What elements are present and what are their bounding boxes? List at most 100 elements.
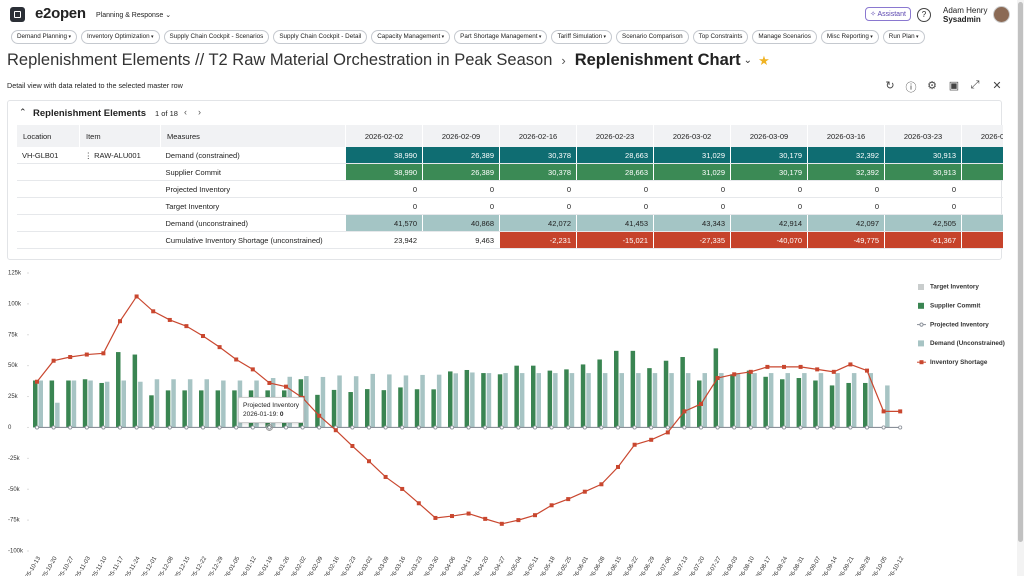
logo-icon — [10, 7, 25, 22]
bar — [165, 390, 171, 428]
bar — [586, 373, 591, 428]
legend-label[interactable]: Supplier Commit — [930, 302, 981, 309]
line-marker — [898, 425, 903, 430]
line-marker — [68, 355, 73, 360]
item-cell — [79, 231, 161, 249]
value-cell: 38,990 — [345, 163, 423, 181]
app-switcher[interactable]: Planning & Response — [96, 11, 171, 19]
value-cell: -61,367 — [884, 231, 962, 249]
table-row[interactable]: VH-GLB01 ⋮ RAW-ALU001 Demand (constrained)… — [17, 147, 1003, 164]
bar — [149, 395, 154, 428]
bar — [403, 375, 409, 428]
refresh-icon[interactable]: ↻ — [885, 80, 895, 92]
legend-label[interactable]: Demand (Unconstrained) — [930, 340, 1005, 347]
bar — [182, 390, 187, 428]
y-tick-label: -25k — [8, 456, 21, 462]
bar — [486, 373, 492, 428]
value-cell: -27,335 — [653, 231, 731, 249]
x-tick-label: 2025-11-10 — [88, 555, 109, 576]
next-button[interactable]: › — [198, 107, 201, 117]
nav-chip[interactable]: Tariff Simulation — [551, 30, 613, 44]
value-cell: 9,463 — [422, 231, 500, 249]
close-icon[interactable]: ✕ — [992, 80, 1002, 92]
line-marker — [151, 309, 156, 314]
value-cell: 0 — [961, 180, 1003, 198]
nav-chip[interactable]: Capacity Management — [371, 30, 451, 44]
nav-chip[interactable]: Demand Planning — [11, 30, 77, 44]
bar — [619, 373, 624, 428]
line-marker — [632, 442, 637, 447]
line-marker — [167, 425, 172, 430]
table-row[interactable]: Target Inventory0000000000 — [17, 197, 1003, 215]
bar — [685, 373, 691, 428]
nav-chip[interactable]: Misc Reporting — [820, 30, 879, 44]
table-row[interactable]: Demand (unconstrained) 41,570 40,868 42,072… — [17, 214, 1003, 232]
bar — [381, 390, 387, 428]
value-cell: 32,392 — [807, 147, 885, 164]
line-marker — [167, 317, 172, 322]
value-cell: 0 — [884, 197, 962, 215]
info-icon[interactable]: ⓘ — [905, 82, 917, 94]
nav-chip[interactable]: Manage Scenarios — [752, 30, 817, 44]
line-marker — [234, 357, 239, 362]
line-marker — [699, 401, 703, 406]
table-row[interactable]: Projected Inventory0000000000 — [17, 180, 1003, 198]
title-dropdown[interactable]: ⌄ — [743, 55, 753, 66]
nav-chip[interactable]: Top Constraints — [692, 30, 749, 44]
bar — [785, 373, 790, 428]
line-marker — [200, 425, 205, 430]
bar — [818, 373, 824, 428]
nav-chip[interactable]: Supply Chain Cockpit - Scenarios — [163, 30, 270, 44]
line-marker — [665, 430, 670, 435]
legend-label[interactable]: Target Inventory — [930, 284, 979, 291]
line-marker — [300, 425, 305, 430]
collapse-icon[interactable]: ⌃ — [19, 107, 27, 117]
nav-chip[interactable]: Inventory Optimization — [80, 30, 160, 44]
line-marker — [466, 511, 471, 516]
nav-chip[interactable]: Scenario Comparison — [616, 30, 689, 44]
line-marker — [549, 425, 554, 430]
value-cell: 42,072 — [499, 214, 577, 232]
pager: 1 of 18 — [155, 109, 178, 118]
legend-label[interactable]: Inventory Shortage — [930, 359, 988, 366]
line-marker — [151, 425, 156, 430]
nav-chip[interactable]: Run Plan — [882, 30, 925, 44]
breadcrumb-parent[interactable]: Replenishment Elements // T2 Raw Materia… — [7, 51, 553, 69]
scrollbar[interactable] — [1017, 0, 1024, 576]
line-marker — [118, 319, 122, 324]
avatar[interactable] — [993, 6, 1010, 23]
line-marker — [831, 369, 836, 374]
page-title: Replenishment Chart — [574, 51, 741, 69]
settings-icon[interactable]: ⚙ — [927, 80, 937, 92]
column-header: Location — [17, 125, 80, 147]
favorite-star[interactable]: ★ — [758, 52, 770, 68]
line-marker — [516, 425, 521, 430]
value-cell: 0 — [961, 197, 1003, 215]
column-header: 2026-03-23 — [884, 125, 962, 147]
bar — [337, 375, 342, 428]
line-marker — [782, 364, 786, 369]
legend-label[interactable]: Projected Inventory — [930, 321, 989, 328]
tooltip-value: 0 — [279, 411, 284, 418]
help-icon[interactable]: ? — [917, 8, 931, 22]
expand-icon[interactable]: ⤢ — [970, 79, 980, 91]
bar — [768, 373, 774, 428]
logo[interactable]: e2open — [35, 5, 86, 22]
bar — [82, 379, 88, 428]
line-marker — [682, 425, 687, 430]
bar — [835, 373, 840, 428]
bar — [553, 373, 558, 428]
chart: 125k100k75k50k25k0-25k-50k-75k-100k2025-… — [8, 271, 1005, 576]
table-row[interactable]: Cumulative Inventory Shortage (unconstra… — [17, 231, 1003, 249]
prev-button[interactable]: ‹ — [184, 107, 187, 117]
assistant-button[interactable]: ✧ Assistant — [865, 7, 911, 21]
y-tick-label: 100k — [8, 301, 22, 307]
table-row[interactable]: Supplier Commit 38,990 26,389 30,378 28,663 3… — [17, 163, 1003, 181]
line-marker — [416, 425, 421, 430]
layout-icon[interactable]: ▣ — [948, 80, 960, 92]
bar — [885, 385, 890, 428]
value-cell: 28,663 — [576, 163, 654, 181]
value-cell: 32,392 — [807, 163, 885, 181]
nav-chip[interactable]: Part Shortage Management — [454, 30, 548, 44]
nav-chip[interactable]: Supply Chain Cockpit - Detail — [273, 30, 368, 44]
